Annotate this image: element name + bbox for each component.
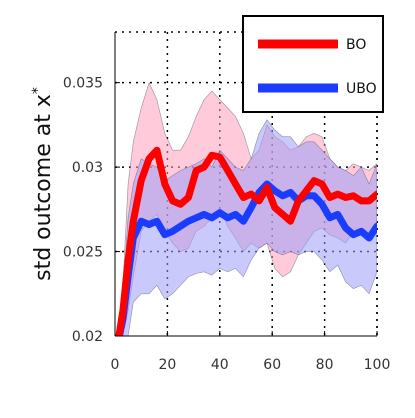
legend: BO UBO	[242, 15, 384, 113]
legend-label-ubo: UBO	[346, 81, 377, 97]
y-axis-label-superscript: *	[30, 87, 46, 94]
x-tick-label-5: 100	[364, 357, 391, 373]
series-lines	[115, 146, 377, 336]
y-axis-label-text: std outcome at x	[31, 94, 56, 281]
line-bo	[115, 146, 377, 336]
y-axis-label: std outcome at x*	[30, 87, 56, 281]
legend-label-bo: BO	[346, 37, 366, 53]
legend-box	[242, 15, 384, 113]
x-tick-label-3: 60	[263, 357, 281, 373]
y-tick-label-0: 0.02	[72, 329, 103, 345]
axis-ticks: 0 20 40 60 80 100 0.02 0.025 0.03 0.035	[63, 76, 390, 373]
x-tick-label-2: 40	[211, 357, 229, 373]
y-tick-label-1: 0.025	[63, 245, 103, 261]
x-tick-label-4: 80	[316, 357, 334, 373]
line-ubo	[115, 180, 377, 336]
x-tick-label-1: 20	[158, 357, 176, 373]
y-tick-label-3: 0.035	[63, 76, 103, 92]
x-tick-label-0: 0	[111, 357, 120, 373]
band-ubo	[117, 119, 377, 336]
y-tick-label-2: 0.03	[72, 160, 103, 176]
